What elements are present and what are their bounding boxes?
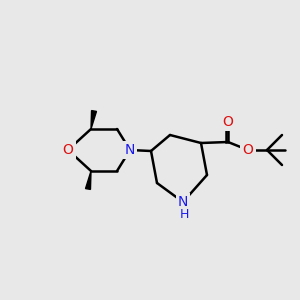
Polygon shape: [85, 171, 91, 189]
Polygon shape: [91, 111, 97, 129]
Text: O: O: [223, 115, 233, 129]
Text: O: O: [243, 143, 254, 157]
Text: N: N: [125, 143, 135, 157]
Text: H: H: [179, 208, 189, 220]
Text: O: O: [63, 143, 74, 157]
Text: N: N: [178, 195, 188, 209]
